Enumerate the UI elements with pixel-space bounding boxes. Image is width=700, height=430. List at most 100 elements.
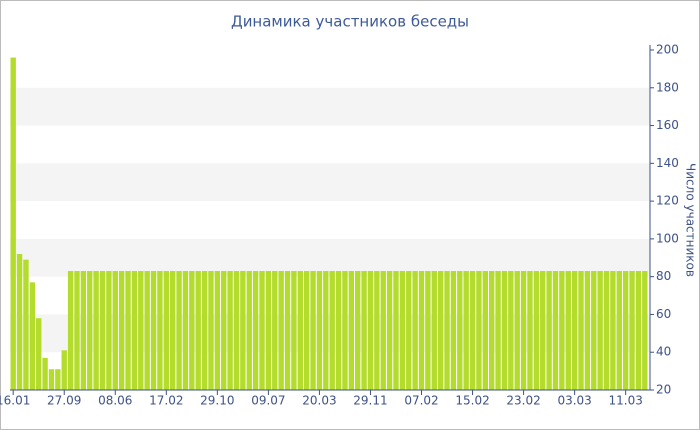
bar: [240, 271, 246, 390]
x-tick-label: 29.10: [200, 394, 234, 408]
y-tick-label: 160: [656, 118, 679, 132]
x-tick-label: 11.03: [608, 394, 642, 408]
y-tick-label: 20: [656, 383, 671, 397]
bar: [501, 271, 508, 390]
bar: [469, 271, 476, 390]
y-tick-label: 200: [656, 43, 679, 57]
bar: [622, 271, 629, 390]
y-tick-label: 100: [656, 231, 679, 245]
x-tick-label: 16.01: [0, 394, 30, 408]
bar: [642, 271, 648, 390]
bar: [67, 271, 74, 390]
bar: [348, 271, 355, 390]
y-tick-label: 80: [656, 269, 671, 283]
chart-title: Динамика участников беседы: [231, 13, 469, 31]
x-tick-label: 27.09: [47, 394, 81, 408]
bar: [386, 271, 393, 390]
bar: [272, 271, 278, 390]
bar: [176, 271, 182, 390]
bar: [42, 357, 48, 390]
bar: [125, 271, 131, 390]
bar: [393, 271, 399, 390]
bar: [144, 271, 150, 390]
bar: [157, 271, 163, 390]
bar: [36, 318, 42, 390]
bar: [329, 271, 335, 390]
bar: [552, 271, 559, 390]
bar: [170, 271, 176, 390]
bar: [291, 271, 297, 390]
bar: [616, 271, 622, 390]
bar: [418, 271, 425, 390]
x-tick-label: 08.06: [98, 394, 132, 408]
bar: [189, 271, 195, 390]
bar: [603, 271, 610, 390]
bar: [406, 271, 412, 390]
bar: [342, 271, 348, 390]
grid-band: [10, 87, 650, 126]
bar: [61, 350, 67, 390]
bar: [284, 271, 291, 390]
bar: [610, 271, 616, 390]
bar: [259, 271, 265, 390]
y-tick-label: 120: [656, 194, 679, 208]
bar: [118, 271, 125, 390]
grid-band: [10, 163, 650, 202]
bar: [138, 271, 144, 390]
bar: [412, 271, 418, 390]
bar: [559, 271, 565, 390]
y-tick-label: 40: [656, 345, 671, 359]
bar: [508, 271, 514, 390]
bar: [527, 271, 533, 390]
bar: [565, 271, 571, 390]
bar: [367, 271, 374, 390]
bar: [482, 271, 488, 390]
bar: [112, 271, 118, 390]
bar: [99, 271, 106, 390]
bar: [437, 271, 444, 390]
bar: [265, 271, 272, 390]
bar: [571, 271, 578, 390]
bar: [374, 271, 380, 390]
bar: [425, 271, 431, 390]
bar: [106, 271, 112, 390]
bar: [182, 271, 189, 390]
bar: [380, 271, 386, 390]
bar: [246, 271, 252, 390]
x-tick-label: 03.03: [557, 394, 591, 408]
bar: [335, 271, 342, 390]
bar: [597, 271, 603, 390]
bar: [584, 271, 591, 390]
bar: [208, 271, 214, 390]
y-axis-title: Число участников: [684, 163, 698, 277]
bar: [29, 282, 36, 390]
x-tick-label: 23.02: [506, 394, 540, 408]
bar: [476, 271, 482, 390]
bar: [93, 271, 99, 390]
bar: [635, 271, 642, 390]
bar: [591, 271, 597, 390]
bar: [227, 271, 233, 390]
y-tick-label: 180: [656, 80, 679, 94]
bar: [10, 57, 16, 391]
bar: [495, 271, 501, 390]
x-tick-label: 09.07: [251, 394, 285, 408]
bar: [310, 271, 316, 390]
bar: [546, 271, 552, 390]
bar: [463, 271, 469, 390]
bar: [323, 271, 329, 390]
x-tick-label: 20.03: [302, 394, 336, 408]
bar: [399, 271, 406, 390]
bar: [80, 271, 87, 390]
bar: [444, 271, 450, 390]
bar: [431, 271, 437, 390]
bar: [163, 271, 169, 390]
bar: [87, 271, 93, 390]
bar: [201, 271, 208, 390]
bar: [457, 271, 463, 390]
bar: [55, 369, 61, 390]
x-tick-label: 15.02: [455, 394, 489, 408]
y-tick-label: 140: [656, 156, 679, 170]
bar: [23, 259, 29, 390]
bar: [233, 271, 240, 390]
